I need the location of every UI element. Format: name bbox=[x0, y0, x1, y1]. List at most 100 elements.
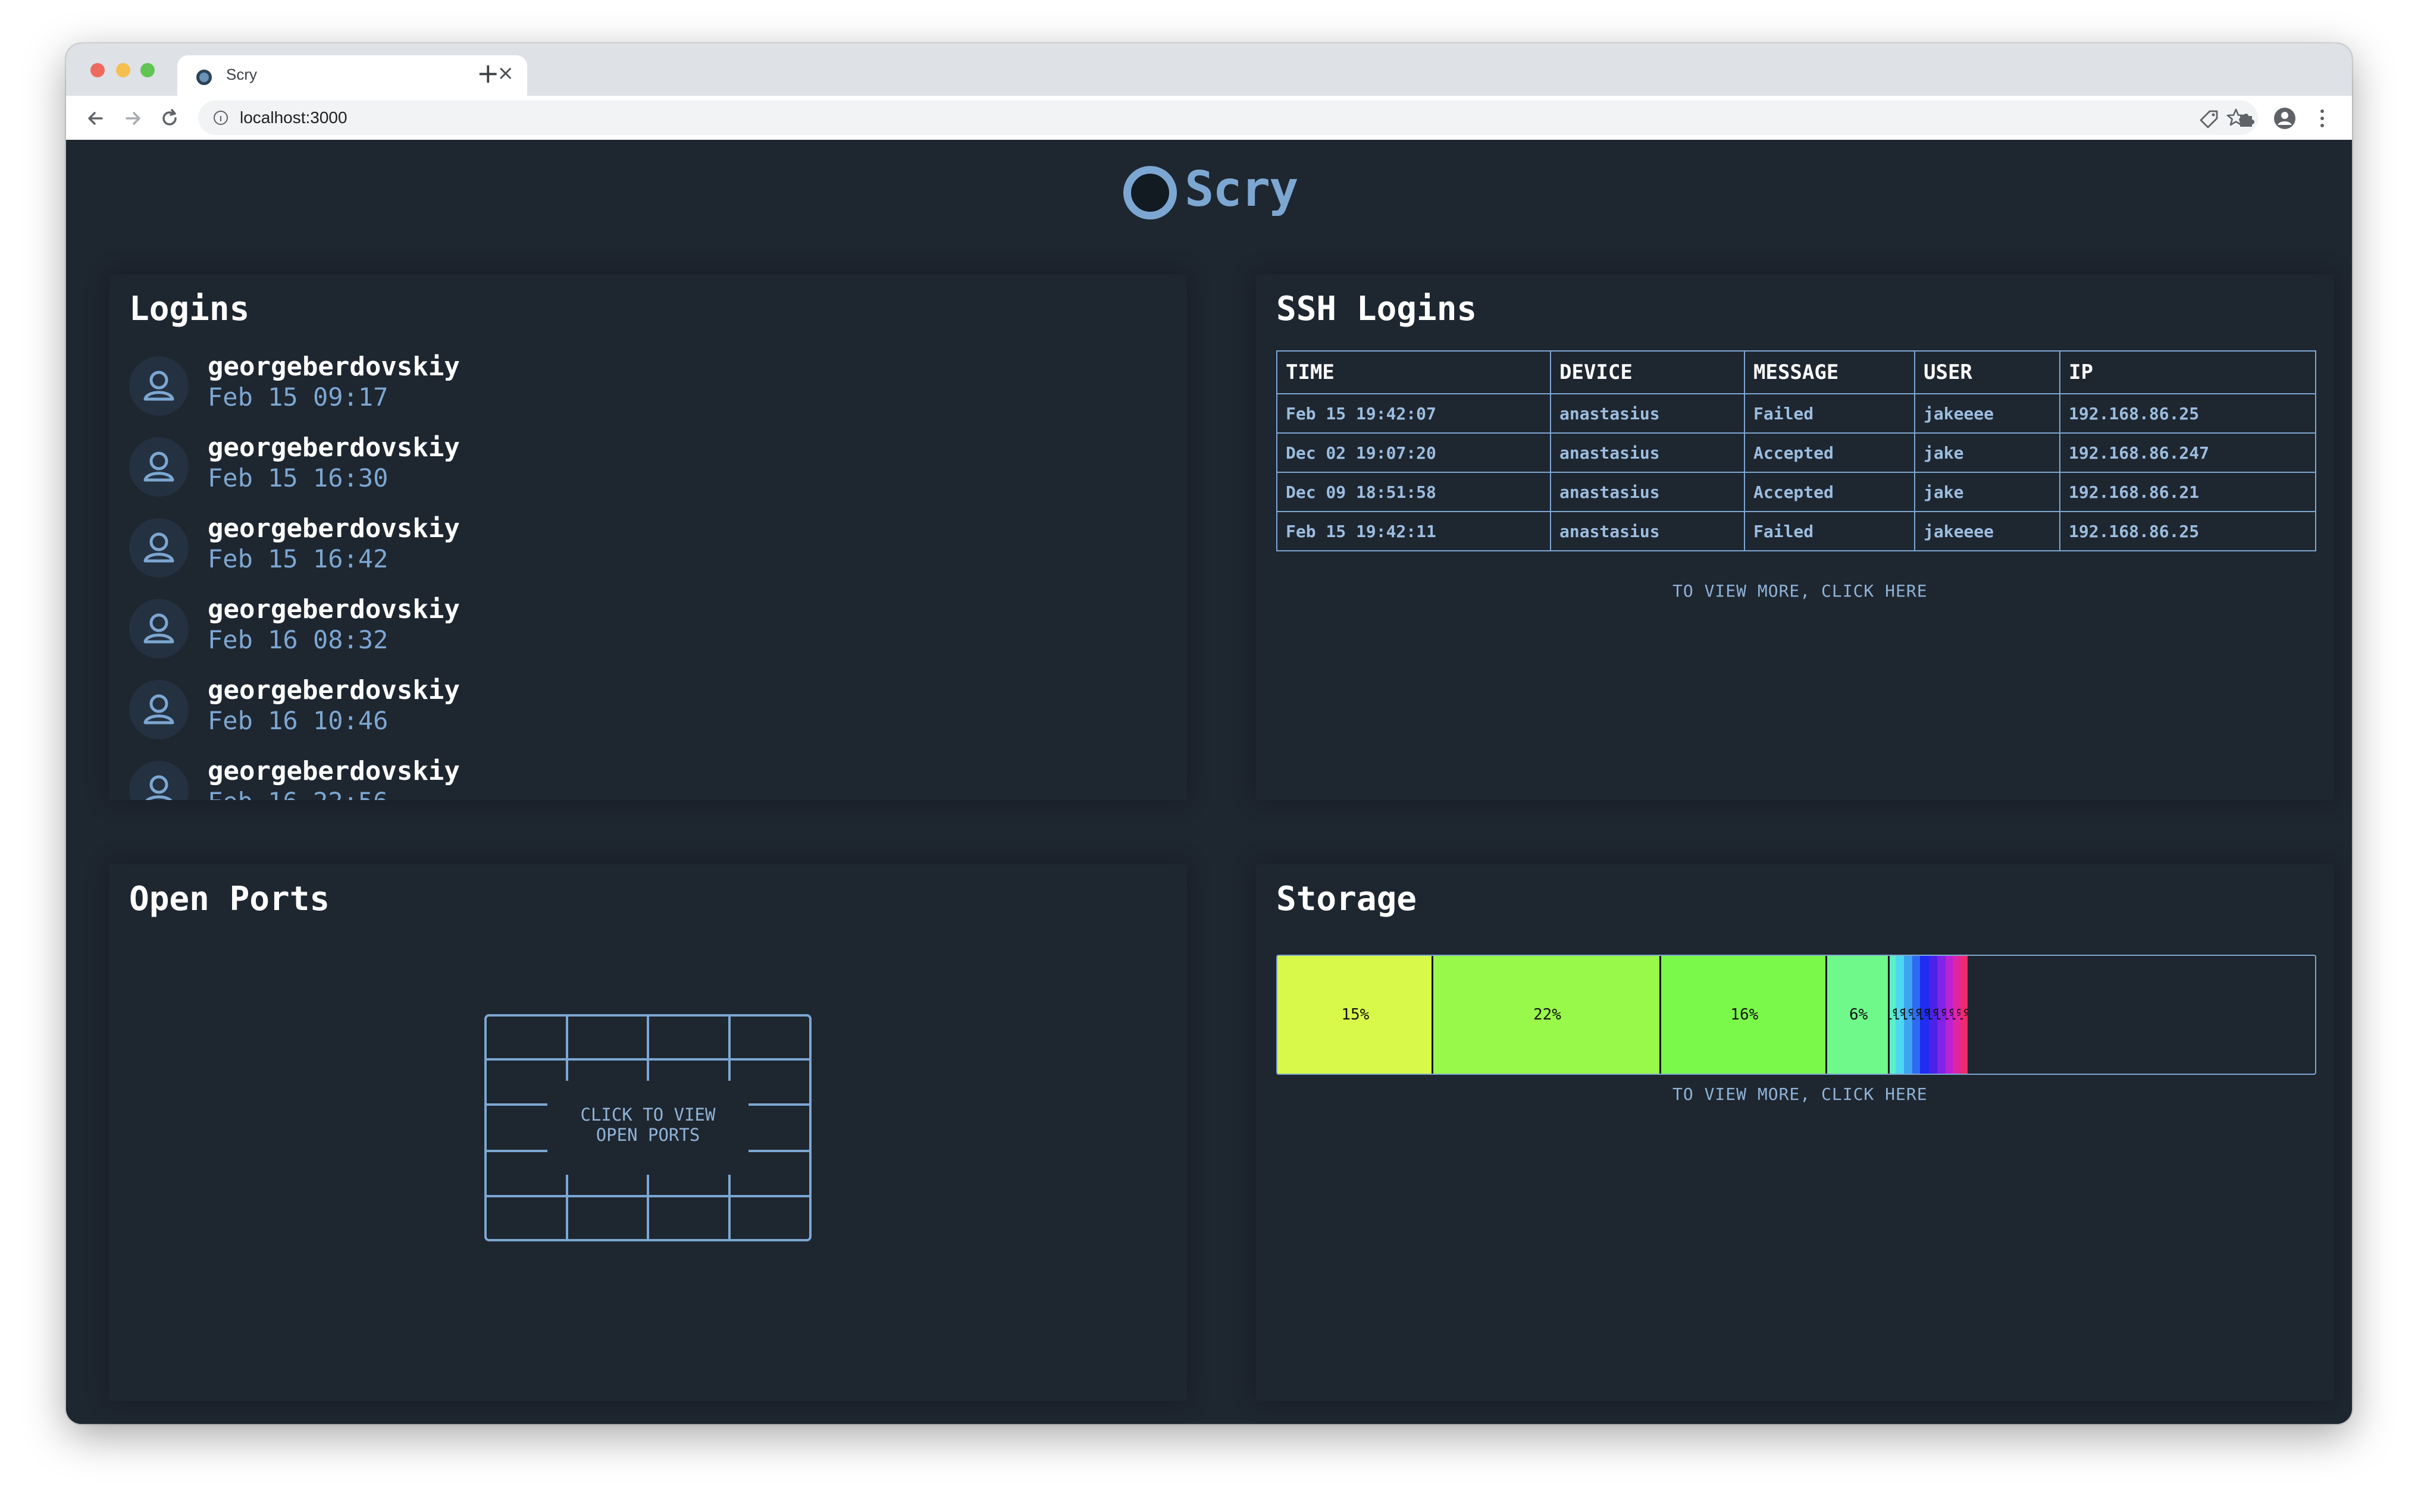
storage-segment-label: 1% bbox=[1912, 1006, 1919, 1024]
storage-segment-label: 1% bbox=[1896, 1006, 1904, 1024]
storage-segment[interactable]: 1% bbox=[1912, 956, 1920, 1074]
reload-icon[interactable] bbox=[158, 106, 181, 130]
login-time: Feb 15 16:30 bbox=[208, 463, 389, 493]
table-row: Feb 15 19:42:07 anastasius Failed jakeeee 19… bbox=[1276, 393, 2316, 434]
login-time: Feb 15 09:17 bbox=[208, 382, 389, 412]
tag-extension-icon[interactable] bbox=[2199, 109, 2219, 129]
cell-time: Dec 02 19:07:20 bbox=[1276, 432, 1551, 473]
storage-segment-label: 1% bbox=[1937, 1006, 1946, 1024]
open-ports-button[interactable]: CLICK TO VIEW OPEN PORTS bbox=[484, 1014, 812, 1241]
storage-segment[interactable]: 15% bbox=[1277, 956, 1433, 1074]
cell-time: Dec 09 18:51:58 bbox=[1276, 472, 1551, 512]
forward-arrow-icon[interactable] bbox=[121, 106, 145, 130]
storage-segment[interactable]: 22% bbox=[1433, 956, 1662, 1074]
table-header-row: TIME DEVICE MESSAGE USER IP bbox=[1276, 350, 2316, 394]
storage-segment[interactable]: 1% bbox=[1953, 956, 1960, 1074]
cell-device: anastasius bbox=[1550, 393, 1745, 434]
dashboard-page: Scry Logins georgeberdovskiy Feb 15 09:17… bbox=[66, 140, 2352, 1424]
bookmark-star-icon[interactable] bbox=[2226, 108, 2246, 128]
login-list-item: georgeberdovskiy Feb 15 09:17 bbox=[129, 350, 665, 431]
user-avatar-icon bbox=[129, 518, 189, 578]
login-time: Feb 16 22:56 bbox=[208, 787, 388, 800]
address-bar[interactable]: localhost:3000 bbox=[198, 101, 2258, 135]
login-username: georgeberdovskiy bbox=[208, 594, 460, 625]
minimize-window-button[interactable] bbox=[116, 63, 130, 77]
storage-segment-label: 1% bbox=[1946, 1006, 1953, 1024]
cell-device: anastasius bbox=[1550, 472, 1745, 512]
new-tab-button[interactable]: + bbox=[477, 57, 500, 89]
storage-segment-label: 1% bbox=[1960, 1006, 1968, 1024]
storage-segment[interactable]: 1% bbox=[1896, 956, 1905, 1074]
column-header-ip: IP bbox=[2059, 350, 2316, 394]
browser-tab[interactable]: Scry × bbox=[177, 55, 527, 96]
column-header-device: DEVICE bbox=[1550, 350, 1745, 394]
storage-segment-label: 1% bbox=[1953, 1006, 1960, 1024]
storage-segment-label: 22% bbox=[1533, 1006, 1561, 1024]
login-username: georgeberdovskiy bbox=[208, 432, 460, 463]
user-avatar-icon bbox=[129, 599, 189, 658]
cell-time: Feb 15 19:42:11 bbox=[1276, 511, 1551, 551]
user-avatar-icon bbox=[129, 680, 189, 739]
storage-segment[interactable]: 1% bbox=[1889, 956, 1896, 1074]
cell-device: anastasius bbox=[1550, 511, 1745, 551]
cell-ip: 192.168.86.21 bbox=[2059, 472, 2316, 512]
storage-segment[interactable]: 1% bbox=[1929, 956, 1938, 1074]
storage-segment-label: 1% bbox=[1890, 1006, 1896, 1024]
url-text: localhost:3000 bbox=[240, 108, 347, 127]
storage-segment-label: 1% bbox=[1904, 1006, 1912, 1024]
column-header-user: USER bbox=[1914, 350, 2060, 394]
table-row: Feb 15 19:42:11 anastasius Failed jakeeee 19… bbox=[1276, 511, 2316, 551]
login-list-item: georgeberdovskiy Feb 15 16:30 bbox=[129, 431, 665, 512]
profile-avatar-icon[interactable] bbox=[2273, 106, 2297, 130]
scry-logo-icon bbox=[1123, 166, 1177, 219]
open-ports-cta-line1: CLICK TO VIEW bbox=[580, 1105, 716, 1125]
storage-segment[interactable]: 1% bbox=[1960, 956, 1968, 1074]
zoom-window-button[interactable] bbox=[140, 63, 155, 77]
logins-card: Logins georgeberdovskiy Feb 15 09:17 georg… bbox=[109, 274, 1187, 800]
favicon-icon bbox=[196, 70, 212, 85]
cell-message: Accepted bbox=[1744, 472, 1915, 512]
browser-menu-icon[interactable] bbox=[2318, 108, 2326, 129]
close-tab-icon[interactable]: × bbox=[497, 61, 515, 85]
cell-time: Feb 15 19:42:07 bbox=[1276, 393, 1551, 434]
storage-segment[interactable]: 1% bbox=[1937, 956, 1946, 1074]
open-ports-title: Open Ports bbox=[129, 880, 330, 918]
login-username: georgeberdovskiy bbox=[208, 756, 460, 786]
table-row: Dec 02 19:07:20 anastasius Accepted jake 192… bbox=[1276, 432, 2316, 473]
storage-segment[interactable]: 1% bbox=[1904, 956, 1913, 1074]
storage-segment[interactable]: 1% bbox=[1919, 956, 1930, 1074]
back-arrow-icon[interactable] bbox=[84, 106, 108, 130]
login-username: georgeberdovskiy bbox=[208, 352, 460, 382]
storage-segment[interactable]: 1% bbox=[1946, 956, 1953, 1074]
ssh-view-more-link[interactable]: TO VIEW MORE, CLICK HERE bbox=[1672, 581, 1928, 601]
cell-ip: 192.168.86.247 bbox=[2059, 432, 2316, 473]
login-time: Feb 16 08:32 bbox=[208, 625, 389, 654]
storage-segment-label: 16% bbox=[1730, 1006, 1759, 1024]
port-grid-icon bbox=[484, 1014, 812, 1241]
browser-window: Scry × + localhost:3000 bbox=[66, 43, 2352, 1424]
cell-message: Failed bbox=[1744, 511, 1915, 551]
user-avatar-icon bbox=[129, 437, 189, 497]
user-avatar-icon bbox=[129, 356, 189, 416]
storage-segment-label: 15% bbox=[1341, 1006, 1370, 1024]
extensions-puzzle-icon[interactable] bbox=[2237, 109, 2257, 129]
storage-title: Storage bbox=[1276, 880, 1417, 918]
ssh-logins-card: SSH Logins TIME DEVICE MESSAGE USER IP F… bbox=[1256, 274, 2334, 800]
column-header-time: TIME bbox=[1276, 350, 1551, 394]
login-list-item: georgeberdovskiy Feb 16 10:46 bbox=[129, 674, 665, 755]
cell-user: jakeeee bbox=[1914, 511, 2060, 551]
browser-toolbar: localhost:3000 bbox=[66, 96, 2352, 141]
table-row: Dec 09 18:51:58 anastasius Accepted jake 192… bbox=[1276, 472, 2316, 512]
storage-segment[interactable]: 6% bbox=[1827, 956, 1890, 1074]
storage-view-more-link[interactable]: TO VIEW MORE, CLICK HERE bbox=[1672, 1084, 1928, 1104]
user-avatar-icon bbox=[129, 761, 189, 800]
close-window-button[interactable] bbox=[90, 63, 105, 77]
cell-ip: 192.168.86.25 bbox=[2059, 393, 2316, 434]
storage-usage-bar[interactable]: 15%22%16%6%1%1%1%1%1%1%1%1%1%1% bbox=[1276, 955, 2316, 1075]
cell-user: jake bbox=[1914, 472, 2060, 512]
site-info-icon[interactable] bbox=[214, 111, 228, 125]
storage-segment[interactable]: 16% bbox=[1661, 956, 1828, 1074]
login-time: Feb 15 16:42 bbox=[208, 544, 389, 573]
column-header-message: MESSAGE bbox=[1744, 350, 1915, 394]
